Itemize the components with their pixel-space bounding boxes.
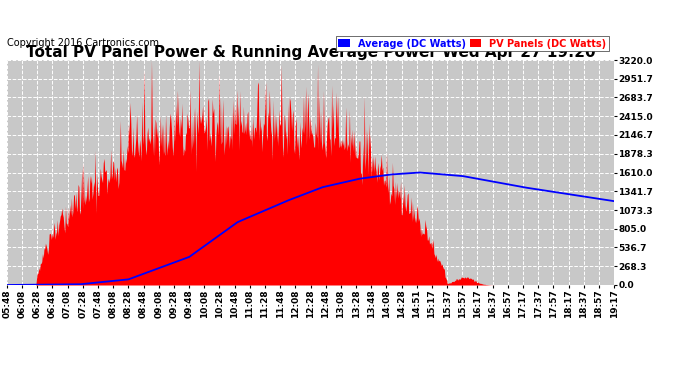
Text: Copyright 2016 Cartronics.com: Copyright 2016 Cartronics.com <box>7 38 159 48</box>
Title: Total PV Panel Power & Running Average Power Wed Apr 27 19:20: Total PV Panel Power & Running Average P… <box>26 45 595 60</box>
Legend: Average (DC Watts), PV Panels (DC Watts): Average (DC Watts), PV Panels (DC Watts) <box>335 36 609 51</box>
